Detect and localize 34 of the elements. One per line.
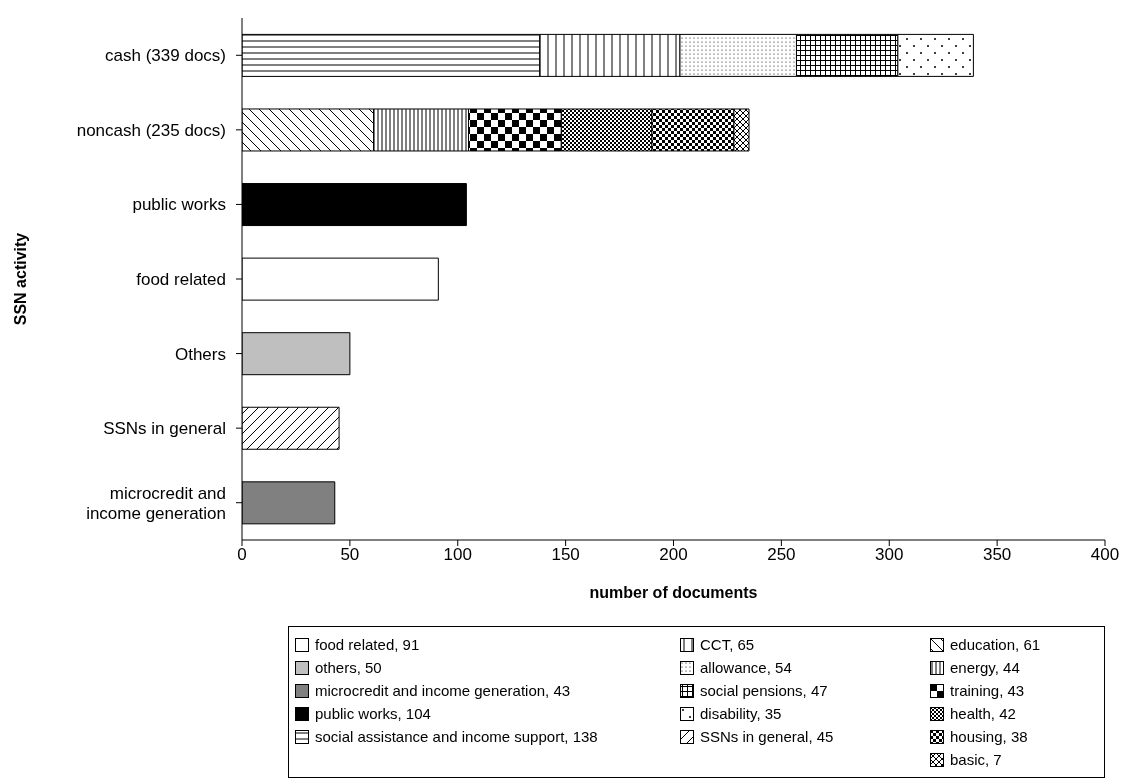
- y-tick-label: noncash (235 docs): [76, 120, 226, 140]
- legend-label: others, 50: [315, 659, 382, 676]
- legend-label: basic, 7: [950, 751, 1002, 768]
- legend-label: SSNs in general, 45: [700, 728, 834, 745]
- y-tick-label: microcredit and income generation: [86, 483, 226, 523]
- legend-label: microcredit and income generation, 43: [315, 682, 571, 699]
- y-axis-title: SSN activity: [11, 232, 29, 326]
- legend-label: social assistance and income support, 138: [315, 728, 598, 745]
- x-tick-label: 200: [659, 545, 688, 565]
- x-tick-label: 50: [340, 545, 360, 565]
- x-axis-title: number of documents: [589, 584, 758, 601]
- y-tick-label: Others: [174, 344, 226, 364]
- x-tick-label: 150: [551, 545, 580, 565]
- x-tick-label: 100: [443, 545, 472, 565]
- legend-label: disability, 35: [700, 705, 782, 722]
- legend-label: social pensions, 47: [700, 682, 828, 699]
- legend-label: food related, 91: [315, 636, 420, 653]
- legend-label: health, 42: [950, 705, 1016, 722]
- x-tick-label: 350: [982, 545, 1012, 565]
- legend-label: housing, 38: [950, 728, 1028, 745]
- legend-label: CCT, 65: [700, 636, 755, 653]
- y-tick-label: public works: [132, 195, 226, 215]
- x-tick-label: 0: [237, 545, 247, 565]
- legend-label: training, 43: [950, 682, 1025, 699]
- legend-label: energy, 44: [950, 659, 1020, 676]
- y-tick-label: food related: [136, 270, 226, 289]
- legend-label: allowance, 54: [700, 659, 792, 676]
- x-tick-label: 400: [1090, 545, 1120, 565]
- y-tick-label: cash (339 docs): [105, 46, 226, 66]
- legend-label: education, 61: [950, 636, 1041, 653]
- x-tick-label: 300: [875, 545, 904, 565]
- y-tick-label: SSNs in general: [103, 419, 226, 439]
- x-tick-label: 250: [767, 545, 796, 565]
- legend-label: public works, 104: [315, 705, 431, 722]
